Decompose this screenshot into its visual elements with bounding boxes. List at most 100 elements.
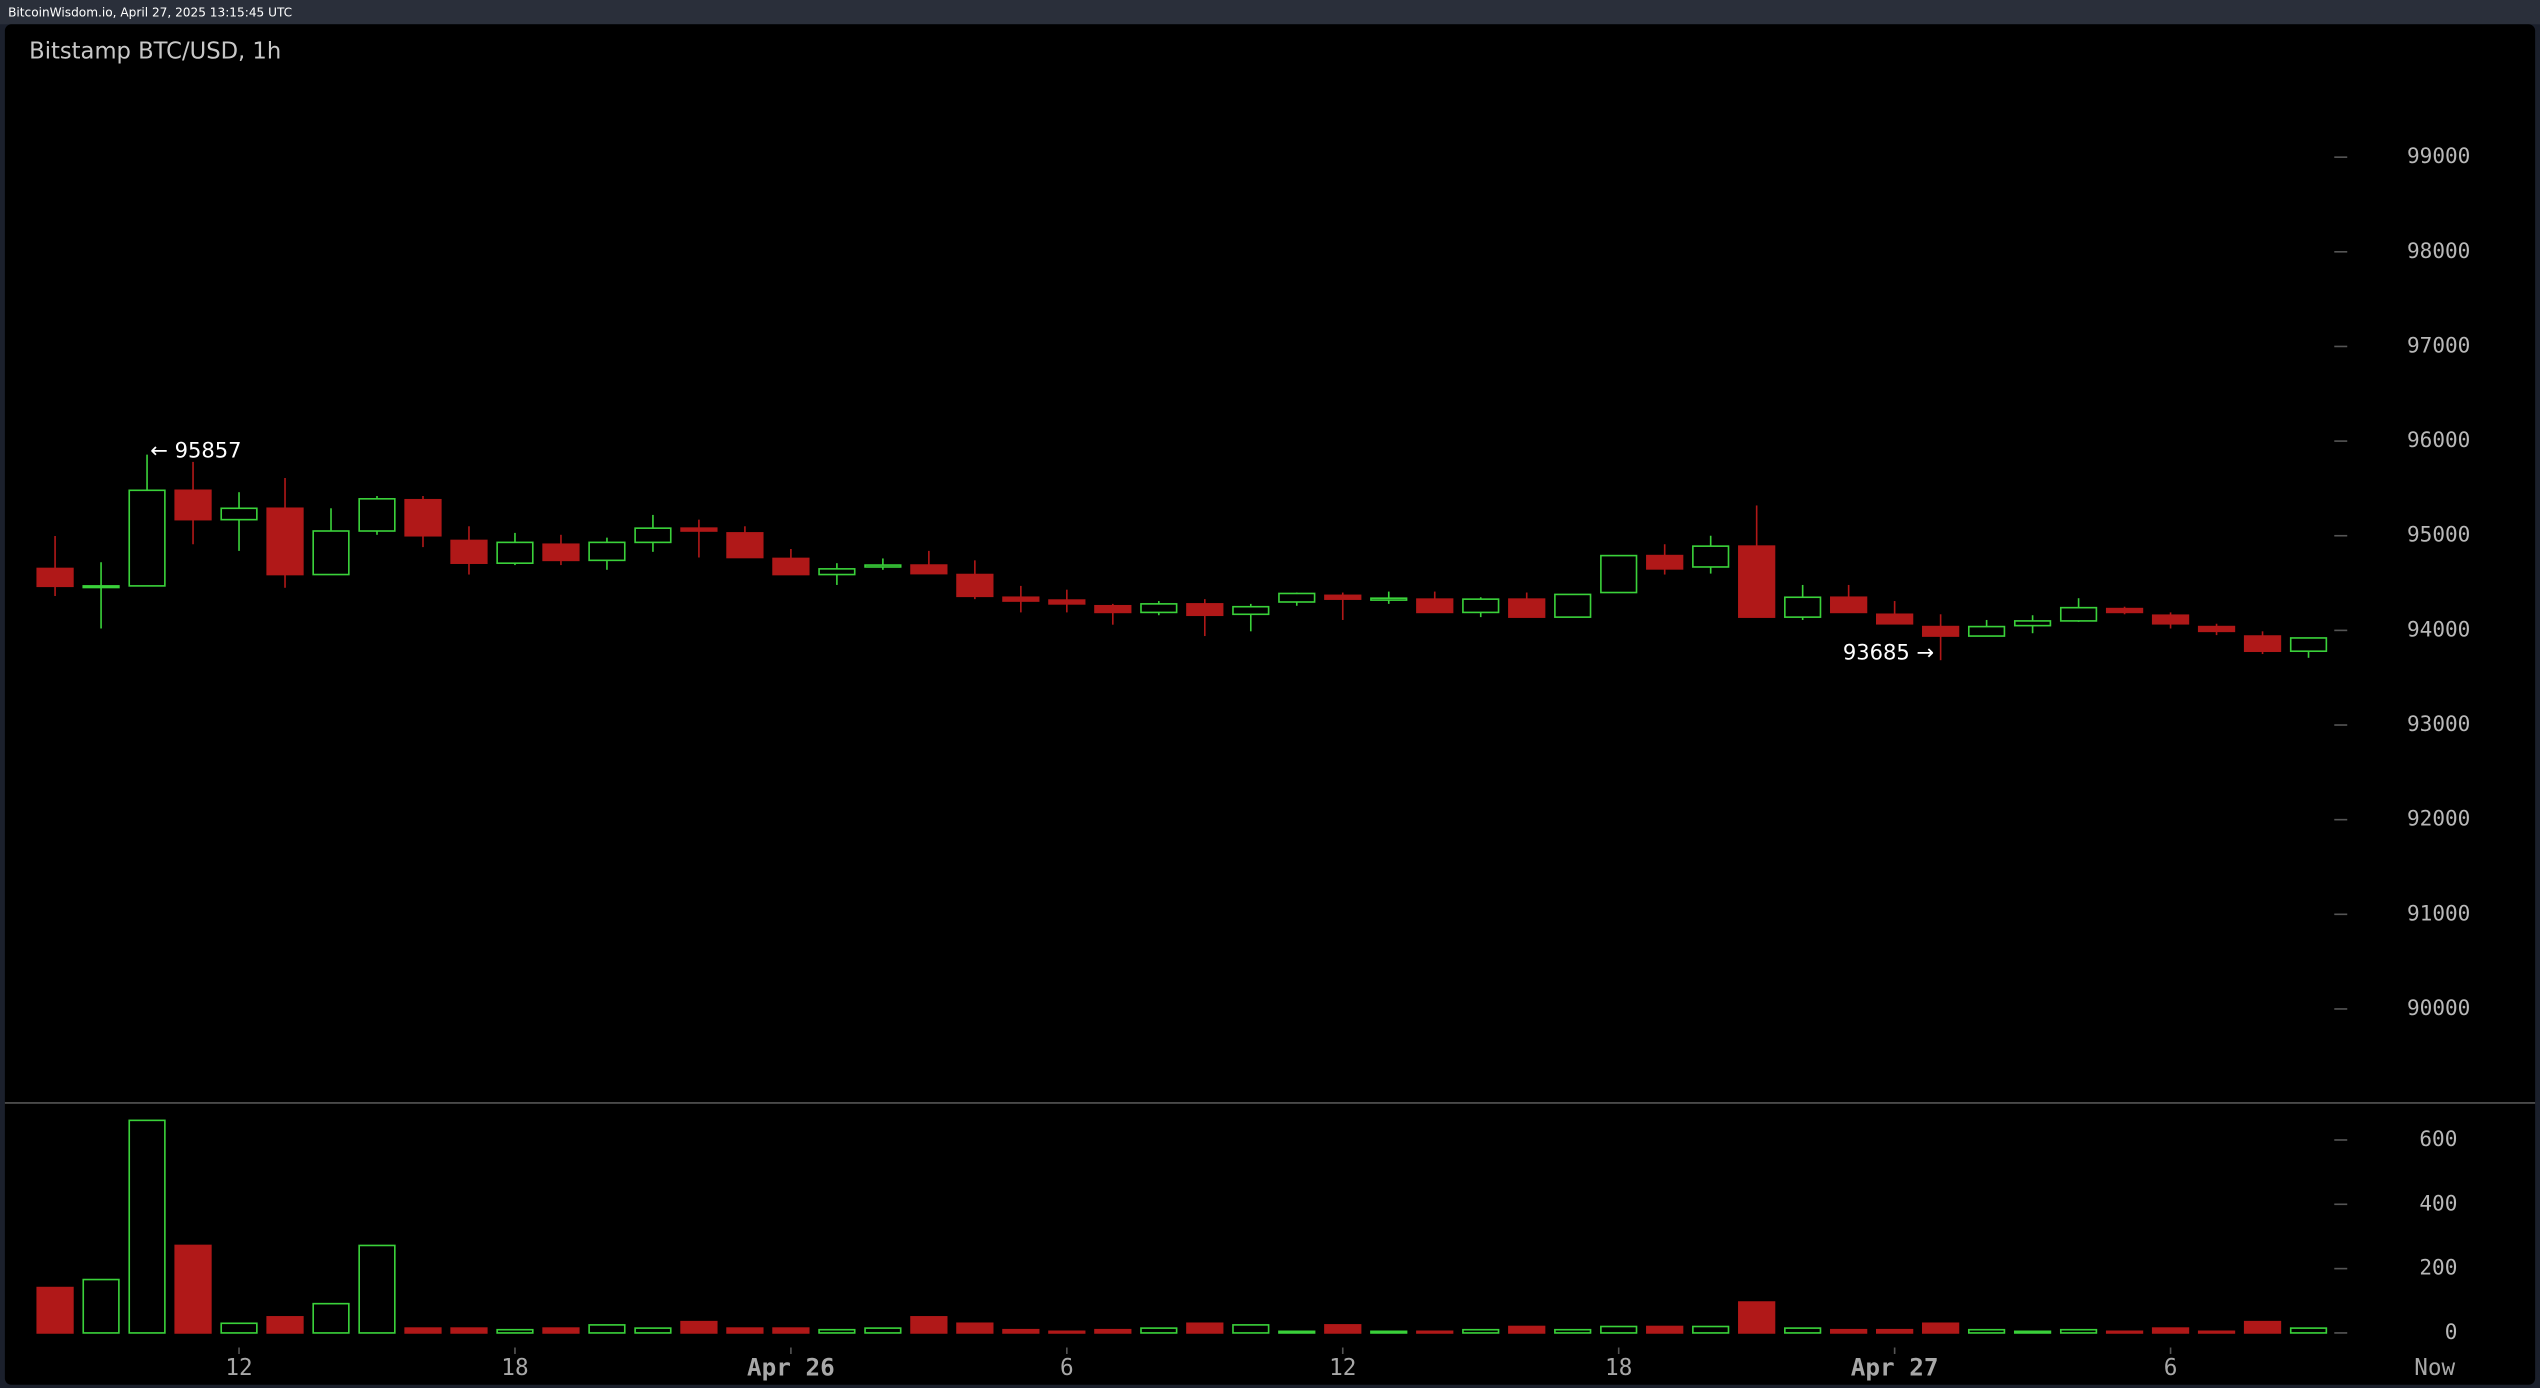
volume-bar [1416,1330,1454,1334]
candle-body [1876,613,1914,625]
header-text: BitcoinWisdom.io, April 27, 2025 13:15:4… [8,5,292,19]
plot-area [4,24,2536,1385]
candle-body [1094,604,1132,614]
x-tick-label: Apr 27 [1851,1353,1939,1382]
y-tick-label: 94000 [2407,616,2470,641]
volume-bar [1094,1328,1132,1334]
y-tick-label: 99000 [2407,143,2470,168]
annotation: 93685 → [1843,640,1934,665]
volume-bar [2289,1327,2328,1334]
candle-body [36,567,74,588]
candle-body [542,543,580,562]
x-tick-label: 18 [1605,1355,1632,1381]
volume-bar [1738,1301,1776,1334]
volume-bar [1876,1328,1914,1334]
candle-body [2243,635,2282,653]
volume-bar [312,1302,350,1334]
candle-body [1370,597,1408,601]
volume-bar [1554,1328,1592,1334]
candle-body [2151,614,2190,625]
candle-body [1232,605,1270,616]
volume-bar [2105,1330,2144,1334]
volume-bar [450,1327,488,1334]
volume-bar [1232,1324,1270,1334]
candle-body [1140,603,1178,614]
candle-body [1738,545,1776,618]
candle-body [1600,554,1638,594]
volume-bar [496,1328,534,1334]
x-tick-label: 18 [501,1355,528,1381]
volume-bar [2013,1330,2052,1334]
volume-bar [910,1316,948,1334]
x-tick-label: 12 [1329,1355,1356,1381]
candle-body [404,498,442,537]
candle-body [2059,606,2098,622]
candle-body [1830,596,1868,614]
candle-body [588,541,626,562]
candle-body [772,557,810,576]
volume-bar [680,1320,718,1334]
candle-body [680,527,718,532]
volume-bar [772,1327,810,1334]
volume-bar [1002,1328,1040,1334]
x-tick-label: 6 [1060,1355,1074,1381]
candle-body [1278,592,1316,603]
candle-body [82,585,120,589]
y-tick-label: 97000 [2407,332,2470,357]
candle-body [1554,593,1592,618]
candle-body [1692,545,1730,568]
volume-bar [634,1327,672,1334]
volume-bar [1600,1325,1638,1334]
y-tick-label: 90000 [2407,995,2470,1020]
candle-body [220,507,258,521]
candle-body [312,530,350,576]
candle-body [1462,598,1500,614]
candle-body [1921,625,1960,637]
candle-body [2105,607,2144,614]
volume-bar [818,1328,856,1334]
candle-body [266,507,304,576]
volume-bar [358,1244,396,1334]
candle-body [2013,620,2052,627]
candle-body [2289,637,2328,653]
candle-body [1324,594,1362,600]
volume-tick-label: 200 [2419,1255,2457,1280]
volume-bar [1324,1324,1362,1334]
candle-body [496,541,534,564]
volume-bar [864,1327,902,1334]
volume-bar [1646,1325,1684,1334]
volume-bar [220,1322,258,1334]
volume-bar [82,1278,120,1334]
candle-body [864,564,902,568]
y-tick-label: 91000 [2407,900,2470,925]
candle-body [726,532,764,559]
volume-bar [1830,1328,1868,1334]
candle-body [1416,598,1454,614]
candle-body [174,489,212,521]
x-tick-label: 6 [2164,1355,2178,1381]
y-tick-label: 96000 [2407,427,2470,452]
candle-body [1048,599,1086,605]
candle-body [358,498,396,532]
candle-body [450,539,488,564]
volume-bar [1278,1330,1316,1334]
volume-bar [128,1119,166,1334]
volume-bar [1967,1328,2006,1334]
volume-bar [2151,1327,2190,1334]
volume-bar [36,1286,74,1334]
candle-body [818,568,856,576]
volume-bar [1508,1325,1546,1334]
x-end-label: Now [2414,1355,2455,1381]
x-tick-label: 12 [225,1355,252,1381]
volume-bar [2243,1320,2282,1334]
volume-bar [956,1322,994,1334]
candle-body [956,573,994,598]
volume-tick-label: 600 [2419,1126,2457,1151]
top-bar [0,0,2540,25]
candle-body [1002,596,1040,602]
volume-bar [266,1316,304,1334]
candle-body [634,527,672,544]
volume-bar [1921,1322,1960,1334]
